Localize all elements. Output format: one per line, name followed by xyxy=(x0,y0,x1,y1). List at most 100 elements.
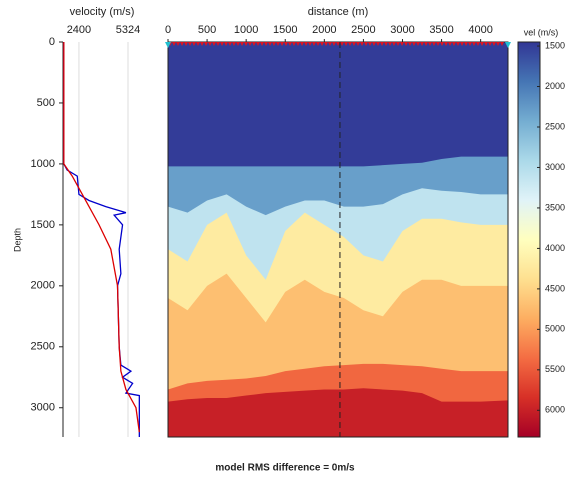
receiver xyxy=(236,42,240,46)
y-tick-label: 3000 xyxy=(31,402,55,414)
receiver xyxy=(328,42,332,46)
receiver xyxy=(408,42,412,46)
source xyxy=(505,42,511,48)
x-tick-label: 0 xyxy=(165,24,171,36)
colorbar-tick-label: 4000 xyxy=(545,243,565,253)
receiver xyxy=(196,42,200,46)
receiver xyxy=(496,42,500,46)
receiver xyxy=(416,42,420,46)
receiver xyxy=(200,42,204,46)
y-tick-label: 500 xyxy=(37,97,55,109)
receiver xyxy=(232,42,236,46)
x-tick-label: 500 xyxy=(198,24,216,36)
receiver xyxy=(276,42,280,46)
receiver xyxy=(392,42,396,46)
receiver xyxy=(260,42,264,46)
receiver xyxy=(476,42,480,46)
receiver xyxy=(384,42,388,46)
receiver xyxy=(296,42,300,46)
receiver xyxy=(228,42,232,46)
receiver xyxy=(356,42,360,46)
receiver xyxy=(324,42,328,46)
y-tick-label: 1500 xyxy=(31,219,55,231)
receiver xyxy=(484,42,488,46)
receiver xyxy=(480,42,484,46)
receiver xyxy=(176,42,180,46)
receiver xyxy=(252,42,256,46)
receiver xyxy=(464,42,468,46)
colorbar-tick-label: 3500 xyxy=(545,202,565,212)
depth-label: Depth xyxy=(12,228,22,252)
receiver xyxy=(364,42,368,46)
receiver xyxy=(304,42,308,46)
receiver xyxy=(388,42,392,46)
receiver xyxy=(320,42,324,46)
x-tick-label: 3000 xyxy=(390,24,414,36)
colorbar-tick-label: 4500 xyxy=(545,283,565,293)
x-tick-label: 3500 xyxy=(429,24,453,36)
colorbar-tick-label: 3000 xyxy=(545,162,565,172)
receiver xyxy=(396,42,400,46)
receiver xyxy=(184,42,188,46)
colorbar-tick-label: 5000 xyxy=(545,324,565,334)
receiver xyxy=(308,42,312,46)
receiver xyxy=(180,42,184,46)
x-tick-label: 1500 xyxy=(273,24,297,36)
receiver xyxy=(288,42,292,46)
colorbar-tick-label: 1500 xyxy=(545,40,565,50)
velocity-label: velocity (m/s) xyxy=(70,6,135,18)
receiver xyxy=(472,42,476,46)
receiver xyxy=(400,42,404,46)
x-tick-label: 2400 xyxy=(67,24,91,36)
receiver xyxy=(360,42,364,46)
x-tick-label: 1000 xyxy=(234,24,258,36)
receiver xyxy=(284,42,288,46)
receiver xyxy=(208,42,212,46)
receiver xyxy=(220,42,224,46)
receiver xyxy=(300,42,304,46)
receiver xyxy=(344,42,348,46)
profile-line xyxy=(63,42,140,437)
receiver xyxy=(424,42,428,46)
receiver xyxy=(216,42,220,46)
receiver xyxy=(352,42,356,46)
receiver xyxy=(316,42,320,46)
x-tick-label: 2000 xyxy=(312,24,336,36)
receiver xyxy=(204,42,208,46)
receiver xyxy=(460,42,464,46)
receiver xyxy=(380,42,384,46)
receiver xyxy=(492,42,496,46)
x-tick-label: 2500 xyxy=(351,24,375,36)
receiver xyxy=(432,42,436,46)
receiver xyxy=(440,42,444,46)
y-tick-label: 1000 xyxy=(31,158,55,170)
colorbar xyxy=(517,41,541,438)
receiver xyxy=(436,42,440,46)
receiver xyxy=(452,42,456,46)
receiver xyxy=(404,42,408,46)
colorbar-tick-label: 6000 xyxy=(545,405,565,415)
y-tick-label: 2500 xyxy=(31,341,55,353)
receiver xyxy=(428,42,432,46)
receiver xyxy=(272,42,276,46)
distance-label: distance (m) xyxy=(308,6,369,18)
receiver xyxy=(188,42,192,46)
receiver xyxy=(368,42,372,46)
colorbar-tick-label: 2500 xyxy=(545,121,565,131)
receiver xyxy=(312,42,316,46)
receiver xyxy=(500,42,504,46)
receiver xyxy=(456,42,460,46)
receiver xyxy=(244,42,248,46)
receiver xyxy=(372,42,376,46)
y-tick-label: 0 xyxy=(49,36,55,48)
profile-line xyxy=(63,42,140,433)
receiver xyxy=(192,42,196,46)
receiver xyxy=(224,42,228,46)
receiver xyxy=(412,42,416,46)
receiver xyxy=(212,42,216,46)
receiver xyxy=(332,42,336,46)
receiver xyxy=(336,42,340,46)
receiver xyxy=(348,42,352,46)
receiver xyxy=(292,42,296,46)
